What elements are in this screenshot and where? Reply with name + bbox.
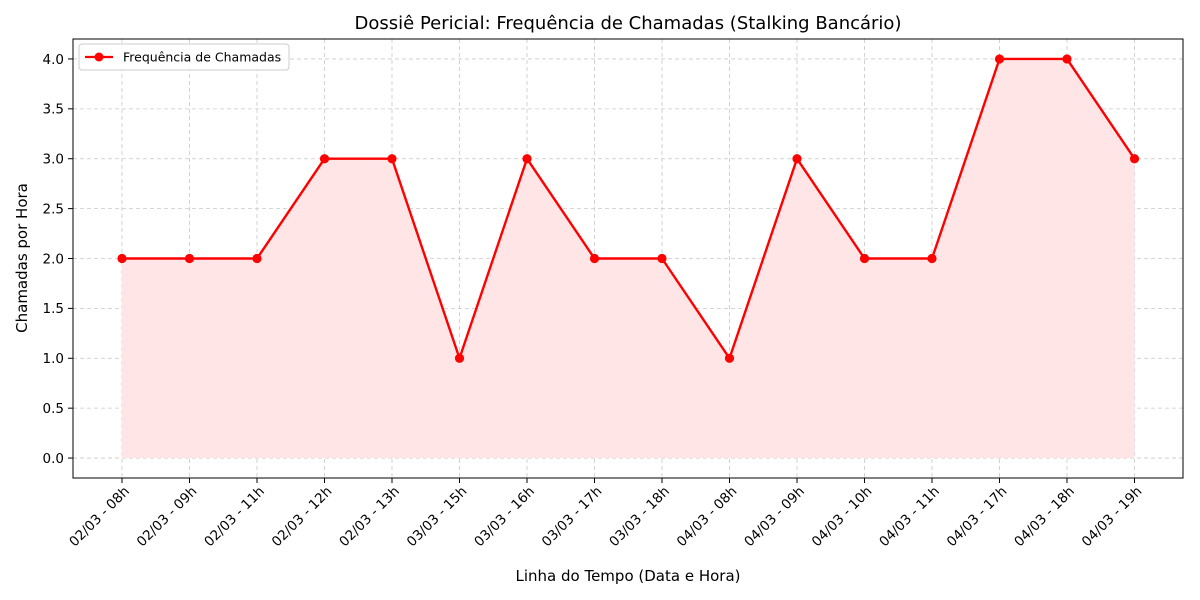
data-point: [792, 154, 802, 164]
data-point: [117, 253, 127, 264]
y-tick-label: 2.5: [43, 201, 64, 217]
series-line-frequencia: [122, 57, 1136, 360]
data-point: [994, 54, 1005, 64]
data-point: [927, 253, 937, 264]
data-point: [319, 154, 330, 164]
data-points: [117, 54, 1140, 363]
legend-box: [78, 43, 290, 71]
legend-marker-swatch: [94, 52, 104, 62]
data-point: [1062, 54, 1072, 64]
data-point: [859, 253, 870, 264]
data-point: [387, 154, 397, 164]
y-tick-label: 0.5: [43, 401, 64, 417]
x-axis-label: Linha do Tempo (Data e Hora): [516, 567, 741, 585]
y-tick-label: 4.0: [43, 52, 64, 68]
data-point: [184, 253, 195, 264]
legend-label: Frequência de Chamadas: [123, 50, 281, 65]
series-line: [122, 57, 1136, 360]
chart-title: Dossiê Pericial: Frequência de Chamadas …: [355, 13, 902, 34]
data-point: [454, 353, 465, 363]
data-point: [589, 253, 600, 264]
y-axis-ticks: 0.0 0.5 1.0 1.5 2.0 2.5 3.0 3.5 4.0: [43, 52, 73, 467]
y-tick-label: 2.0: [43, 251, 64, 267]
y-tick-label: 1.5: [43, 301, 64, 317]
y-axis-label: Chamadas por Hora: [13, 183, 31, 333]
y-tick-label: 0.0: [43, 451, 64, 467]
data-point: [522, 154, 532, 164]
y-tick-label: 1.0: [43, 351, 64, 367]
data-point: [252, 253, 262, 264]
data-point: [657, 253, 667, 264]
y-tick-label: 3.0: [43, 152, 64, 168]
data-point: [1129, 154, 1140, 164]
y-tick-label: 3.5: [43, 102, 64, 118]
legend: Frequência de Chamadas: [78, 43, 290, 71]
data-point: [724, 353, 735, 363]
